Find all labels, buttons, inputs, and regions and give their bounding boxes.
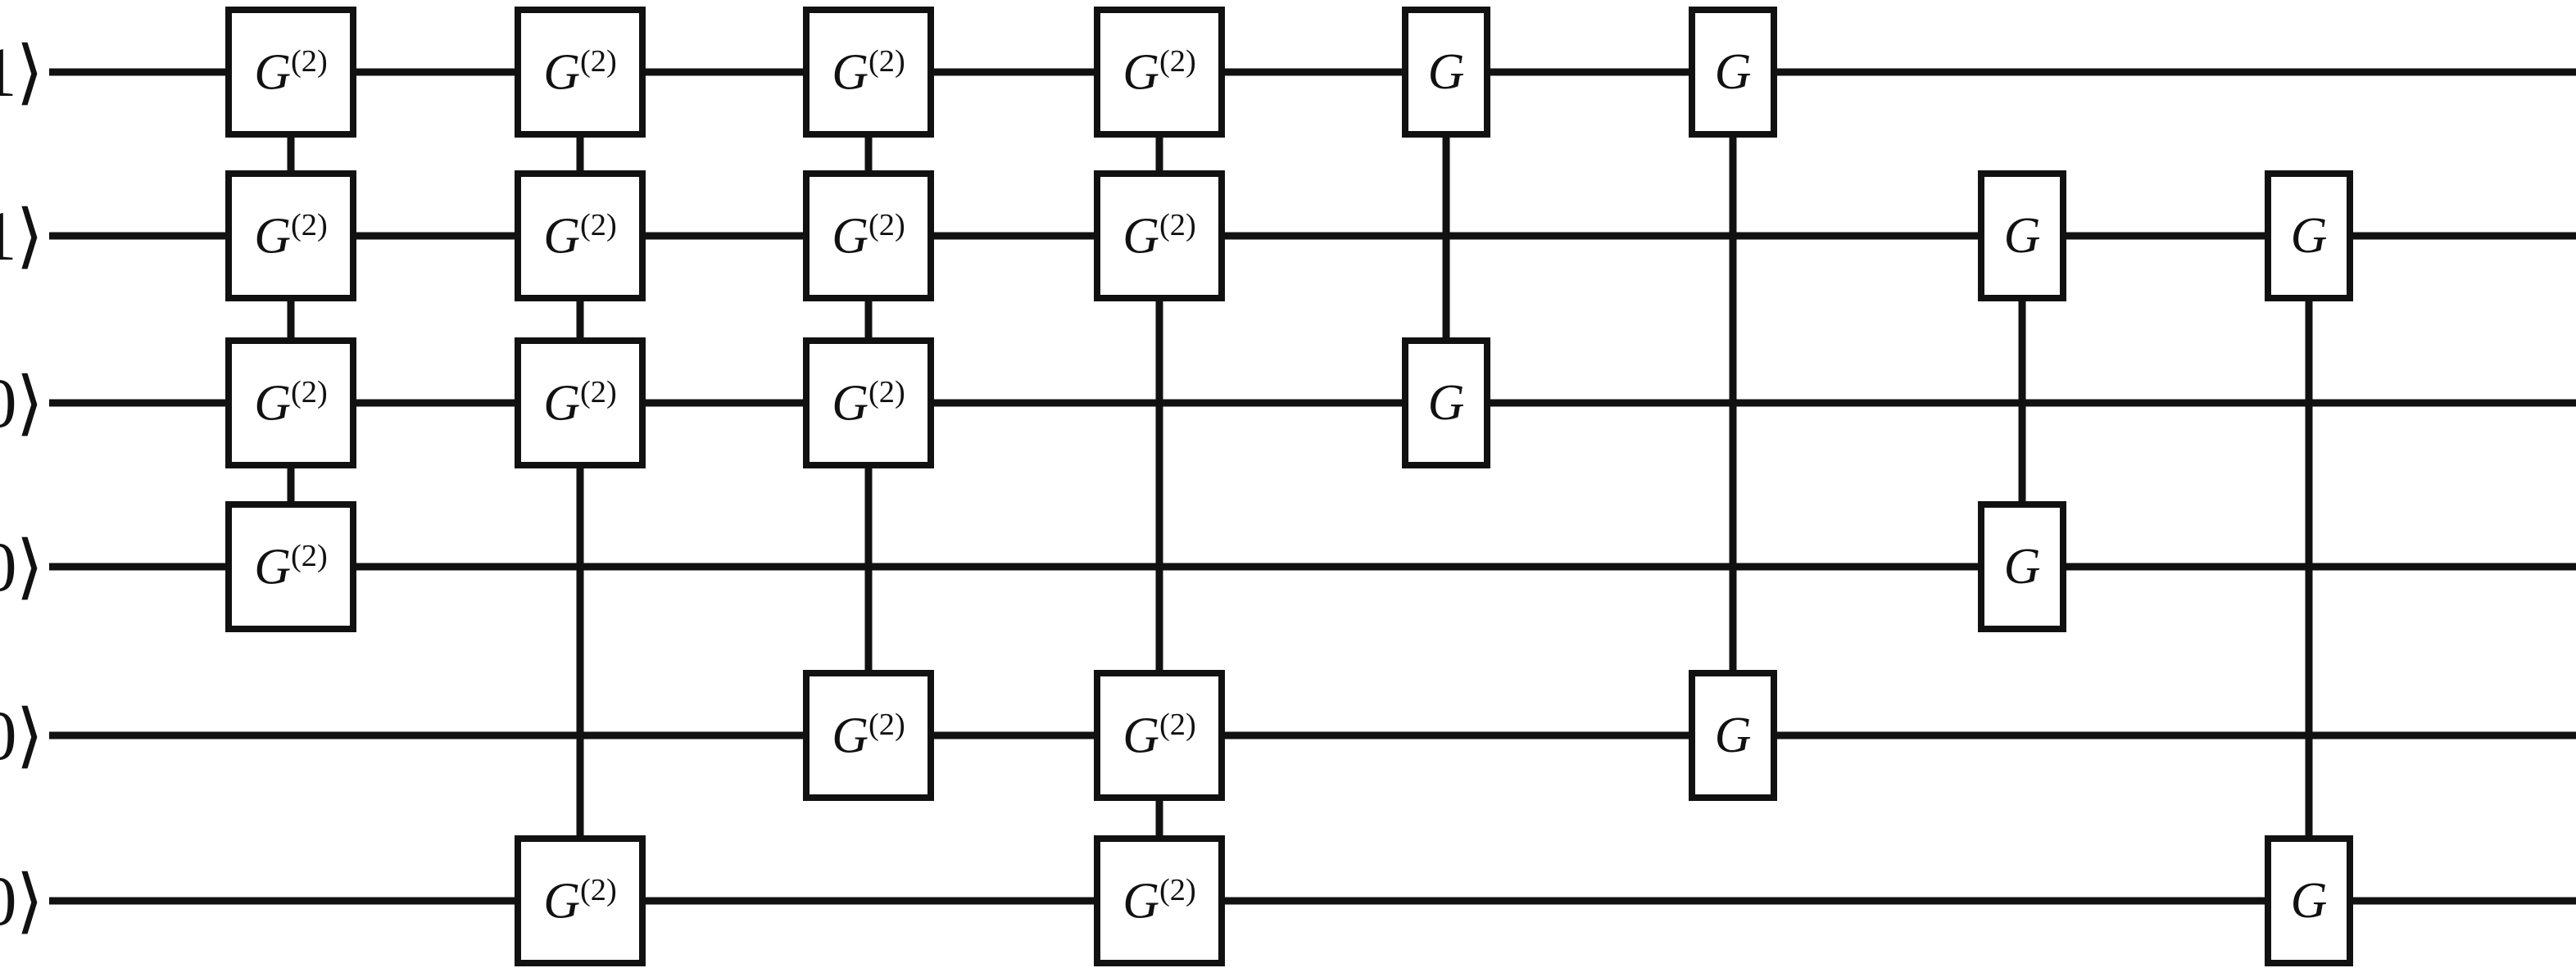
gate-label: G — [2290, 208, 2328, 264]
gate-label-superscript: (2) — [579, 375, 617, 410]
gate-g2-c0-r1: G(2) — [225, 170, 356, 301]
gate-label-superscript: (2) — [579, 44, 617, 79]
gate-label: G(2) — [832, 44, 905, 101]
gate-label: G(2) — [543, 873, 617, 930]
gate-g2-c0-r2: G(2) — [225, 337, 356, 468]
gate-label: G(2) — [832, 208, 905, 265]
gate-g-c7-r5: G — [2265, 835, 2353, 966]
gate-label: G — [1714, 44, 1752, 100]
qubit-label-5: 0⟩ — [0, 862, 43, 940]
gate-label-superscript: (2) — [868, 208, 905, 243]
gate-label: G — [1427, 44, 1465, 100]
gate-g2-c3-r0: G(2) — [1094, 7, 1225, 138]
gate-link-col0-0 — [287, 72, 295, 567]
gate-label: G — [2003, 539, 2041, 595]
gate-g2-c2-r0: G(2) — [803, 7, 934, 138]
gate-g2-c1-r0: G(2) — [515, 7, 646, 138]
gate-link-col7-0 — [2305, 236, 2313, 901]
gate-link-col5-0 — [1729, 72, 1737, 735]
gate-g-c5-r4: G — [1689, 670, 1777, 801]
gate-label-superscript: (2) — [1159, 708, 1196, 743]
gate-label-superscript: (2) — [868, 44, 905, 79]
qubit-wire-4 — [49, 731, 2576, 740]
gate-g2-c0-r3: G(2) — [225, 501, 356, 632]
gate-g2-c1-r5: G(2) — [515, 835, 646, 966]
gate-g-c5-r0: G — [1689, 7, 1777, 138]
gate-g-c4-r0: G — [1402, 7, 1490, 138]
gate-label: G(2) — [254, 375, 328, 432]
qubit-label-0: 1⟩ — [0, 33, 43, 111]
gate-g-c7-r1: G — [2265, 170, 2353, 301]
gate-link-col6-0 — [2018, 236, 2026, 567]
gate-g2-c2-r4: G(2) — [803, 670, 934, 801]
gate-g2-c3-r1: G(2) — [1094, 170, 1225, 301]
qubit-wire-1 — [49, 232, 2576, 240]
gate-label: G(2) — [254, 208, 328, 265]
gate-g2-c1-r1: G(2) — [515, 170, 646, 301]
qubit-wire-2 — [49, 399, 2576, 407]
gate-link-col3-0 — [1155, 72, 1163, 901]
gate-label-superscript: (2) — [868, 375, 905, 410]
gate-label: G(2) — [254, 44, 328, 101]
gate-label: G — [2290, 873, 2328, 929]
gate-g2-c3-r5: G(2) — [1094, 835, 1225, 966]
gate-label-superscript: (2) — [868, 708, 905, 743]
gate-label: G — [1714, 708, 1752, 763]
gate-label: G — [1427, 375, 1465, 431]
gate-label-superscript: (2) — [290, 208, 328, 243]
gate-label: G(2) — [1122, 708, 1196, 764]
qubit-wire-0 — [49, 68, 2576, 76]
gate-g-c4-r2: G — [1402, 337, 1490, 468]
gate-label-superscript: (2) — [579, 208, 617, 243]
gate-label-superscript: (2) — [290, 375, 328, 410]
gate-label-superscript: (2) — [1159, 873, 1196, 908]
gate-label: G(2) — [543, 375, 617, 432]
gate-label: G — [2003, 208, 2041, 264]
gate-label-superscript: (2) — [290, 539, 328, 574]
qubit-wire-5 — [49, 897, 2576, 905]
gate-label-superscript: (2) — [1159, 44, 1196, 79]
gate-g-c6-r1: G — [1978, 170, 2066, 301]
gate-g2-c3-r4: G(2) — [1094, 670, 1225, 801]
qubit-label-3: 0⟩ — [0, 527, 43, 606]
gate-label-superscript: (2) — [290, 44, 328, 79]
gate-g2-c0-r0: G(2) — [225, 7, 356, 138]
gate-label: G(2) — [832, 375, 905, 432]
gate-link-col1-0 — [576, 72, 584, 901]
qubit-label-2: 0⟩ — [0, 364, 43, 442]
gate-label: G(2) — [1122, 44, 1196, 101]
gate-label: G(2) — [543, 44, 617, 101]
gate-g2-c2-r2: G(2) — [803, 337, 934, 468]
qubit-wire-3 — [49, 563, 2576, 571]
gate-label: G(2) — [1122, 208, 1196, 265]
gate-g2-c2-r1: G(2) — [803, 170, 934, 301]
gate-label-superscript: (2) — [579, 873, 617, 908]
gate-label-superscript: (2) — [1159, 208, 1196, 243]
gate-label: G(2) — [254, 539, 328, 595]
gate-label: G(2) — [543, 208, 617, 265]
qubit-label-4: 0⟩ — [0, 696, 43, 775]
gate-label: G(2) — [832, 708, 905, 764]
gate-label: G(2) — [1122, 873, 1196, 930]
gate-link-col4-0 — [1442, 72, 1450, 403]
gate-g2-c1-r2: G(2) — [515, 337, 646, 468]
qubit-label-1: 1⟩ — [0, 197, 43, 275]
gate-g-c6-r3: G — [1978, 501, 2066, 632]
